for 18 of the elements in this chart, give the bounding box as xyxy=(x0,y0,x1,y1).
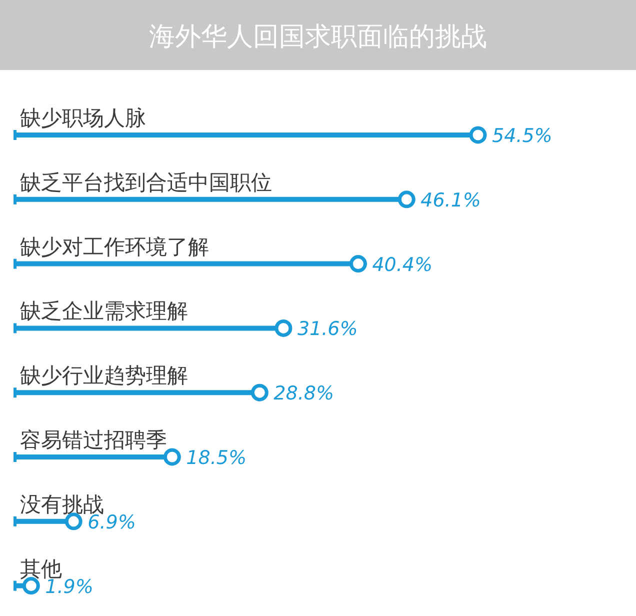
point xyxy=(349,255,367,273)
data-label: 40.4% xyxy=(372,254,433,276)
data-label: 28.8% xyxy=(274,382,334,405)
y-tick-label: 缺少行业趋势理解 xyxy=(20,364,188,388)
y-tick-label: 容易错过招聘季 xyxy=(20,428,167,452)
point xyxy=(398,190,416,208)
point xyxy=(163,448,181,466)
y-tick-label: 缺少对工作环境了解 xyxy=(20,234,209,259)
data-label: 18.5% xyxy=(186,447,247,469)
point xyxy=(469,126,487,144)
y-tick-label: 缺少职场人脉 xyxy=(20,106,146,130)
y-tick-label: 缺乏平台找到合适中国职位 xyxy=(20,170,272,194)
y-tick-label: 缺乏企业需求理解 xyxy=(20,299,188,324)
data-label: 46.1% xyxy=(420,189,481,212)
point xyxy=(250,384,268,402)
data-label: 54.5% xyxy=(492,125,552,147)
point xyxy=(274,319,292,337)
data-label: 31.6% xyxy=(297,318,358,340)
